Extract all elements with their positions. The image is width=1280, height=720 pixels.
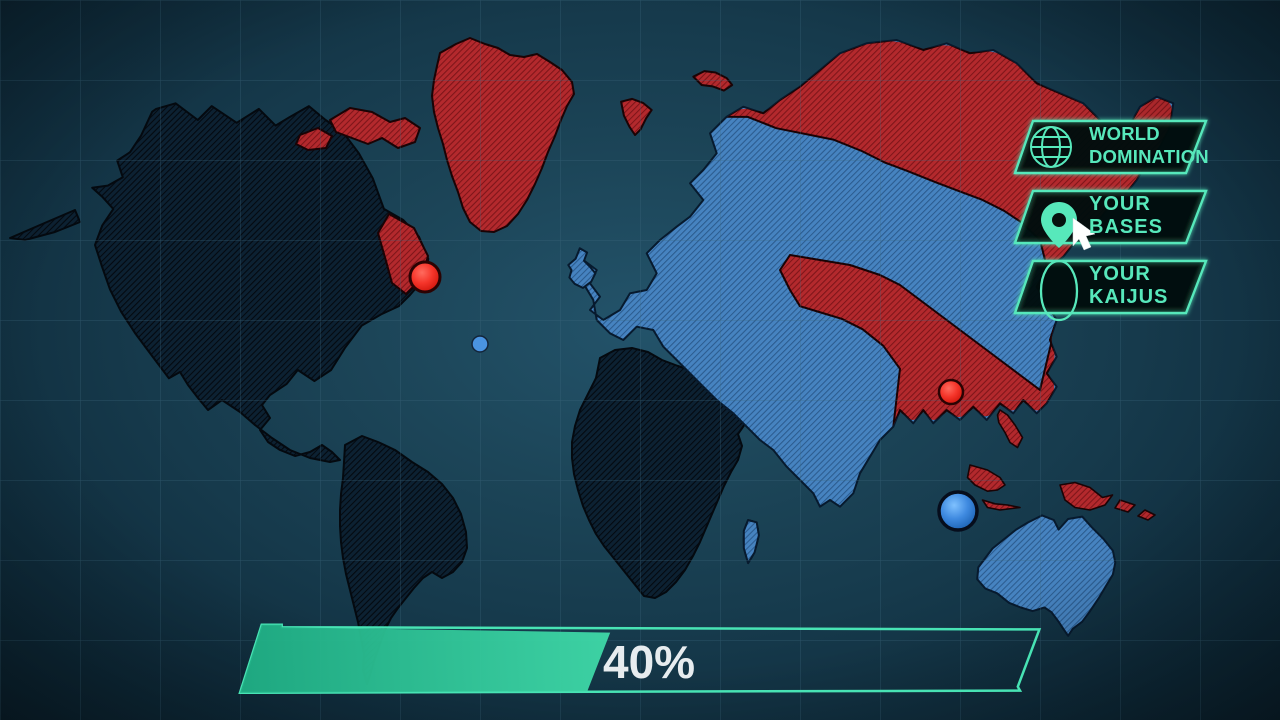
svg-text:40%: 40%: [603, 636, 695, 688]
